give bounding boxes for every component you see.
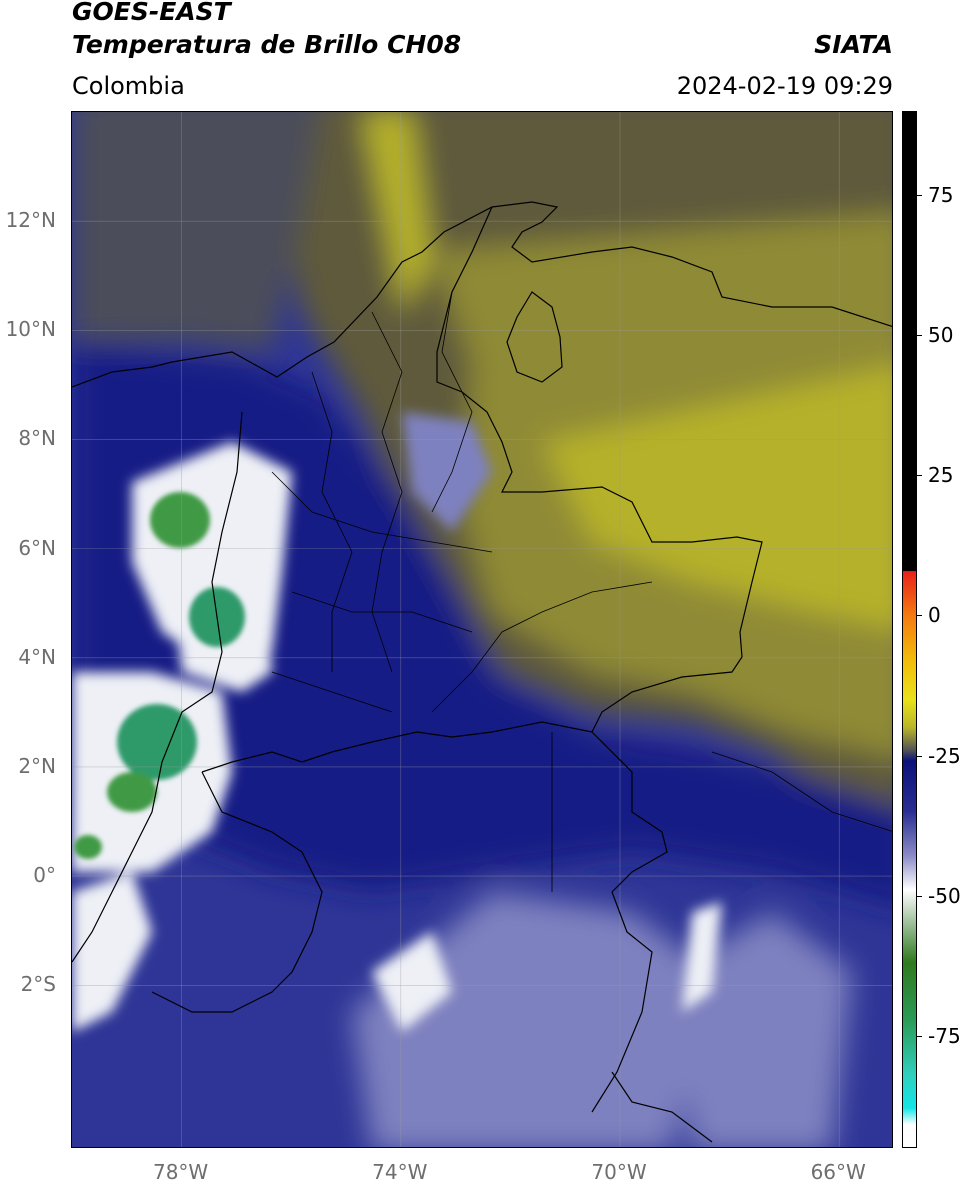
borders [72, 201, 892, 1143]
colorbar-tick-label: -25 [928, 743, 961, 768]
cold-cloud-filaments [372, 932, 452, 1032]
latitude-label: 8°N [18, 426, 56, 451]
longitude-label: 74°W [372, 1160, 428, 1184]
moisture-southeast [672, 912, 852, 1147]
organization-label: SIATA [814, 30, 893, 59]
deep-convection-core-5 [74, 835, 102, 859]
deep-convection-core-1 [150, 492, 210, 548]
colorbar-tick-mark [917, 475, 922, 477]
brightness-temperature-map[interactable] [71, 111, 893, 1148]
moisture-south [352, 892, 712, 1147]
field-layer-large [72, 112, 892, 1147]
latitude-label: 0° [33, 863, 56, 888]
colorbar-tick-label: 50 [928, 323, 954, 348]
latitude-label: 2°N [18, 753, 56, 778]
deep-convection-core-3 [117, 704, 197, 780]
latitude-label: 6°N [18, 535, 56, 560]
region-label: Colombia [72, 72, 185, 100]
longitude-label: 70°W [591, 1160, 647, 1184]
map-canvas [72, 112, 892, 1147]
timestamp-label: 2024-02-19 09:29 [676, 72, 893, 100]
satellite-title: GOES-EAST [72, 0, 231, 26]
cold-cloud-east-streak [682, 902, 722, 1012]
colorbar-tick-mark [917, 335, 922, 337]
internal-departments [271, 291, 892, 892]
cold-cloud-southwest [72, 872, 152, 1032]
gridlines [72, 112, 892, 1147]
latitude-label: 12°N [5, 208, 56, 233]
colorbar-tick-label: -50 [928, 883, 961, 908]
pacific-coastline [72, 411, 243, 963]
colorbar [902, 111, 917, 1148]
caribbean-coastline [171, 201, 892, 378]
product-title: Temperatura de Brillo CH08 [72, 30, 462, 59]
lake-maracaibo [506, 291, 563, 383]
colorbar-tick-mark [917, 615, 922, 617]
latitude-label: 4°N [18, 644, 56, 669]
colombia-brazil-border [591, 731, 668, 1113]
colorbar-tick-label: 0 [928, 603, 941, 628]
deep-convection-core-4 [107, 772, 157, 812]
latitude-label: 2°S [20, 972, 56, 997]
colorbar-tick-label: 75 [928, 183, 954, 208]
colorbar-tick-label: -75 [928, 1023, 961, 1048]
longitude-label: 66°W [810, 1160, 866, 1184]
latitude-label: 10°N [5, 317, 56, 342]
colorbar-tick-mark [917, 1035, 922, 1037]
colombia-venezuela-border [436, 206, 763, 733]
dry-air-bright [542, 366, 892, 628]
transition-gray [72, 112, 319, 352]
longitude-label: 78°W [152, 1160, 209, 1184]
field-layer-cores [74, 492, 245, 859]
dry-air-streak [362, 112, 432, 312]
cold-cloud-northcentral [402, 412, 492, 532]
colorbar-tick-mark [917, 895, 922, 897]
panama-coast [72, 361, 173, 388]
colorbar-tick-mark [917, 195, 922, 197]
colorbar-tick-mark [917, 755, 922, 757]
colombia-peru-border [201, 721, 593, 773]
brazil-peru-border [611, 1071, 713, 1143]
colorbar-tick-label: 25 [928, 463, 954, 488]
ecuador-peru-border [151, 771, 323, 1013]
